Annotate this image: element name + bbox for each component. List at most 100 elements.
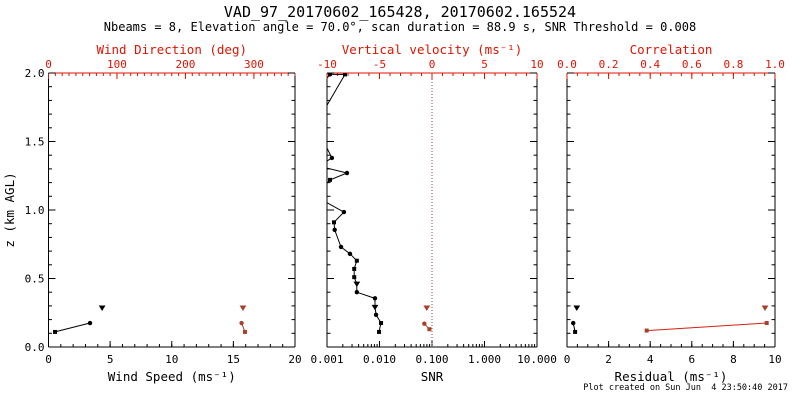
top-tick-label: 0.6	[682, 58, 702, 71]
x-tick-label: 5	[107, 353, 114, 366]
series-line	[327, 73, 382, 333]
y-tick-label: 1.5	[25, 136, 45, 149]
series-correlation-gate3	[761, 305, 769, 311]
series-residual-gate3	[573, 305, 581, 311]
y-axis-title: z (km AGL)	[2, 172, 17, 247]
top-tick-label: 100	[107, 58, 127, 71]
x-tick-label: 20	[288, 353, 301, 366]
series-residual-low	[571, 320, 578, 334]
series-vertical-velocity-low	[422, 321, 432, 332]
data-point	[239, 320, 244, 326]
x-tick-label: 10.000	[517, 353, 557, 366]
data-point	[332, 220, 337, 225]
top-axis-title: Vertical velocity (ms⁻¹)	[342, 42, 523, 57]
data-point	[354, 258, 359, 263]
x-tick-label: 0.010	[363, 353, 396, 366]
data-point	[371, 304, 379, 311]
top-tick-label: 0.8	[723, 58, 743, 71]
top-axis-title: Correlation	[630, 42, 713, 57]
plot-subtitle: Nbeams = 8, Elevation angle = 70.0°, sca…	[103, 20, 697, 34]
data-point	[352, 266, 357, 271]
x-tick-label: 6	[688, 353, 695, 366]
data-point	[354, 290, 360, 295]
x-axis-title: SNR	[421, 369, 444, 384]
top-tick-label: 1.0	[765, 58, 785, 71]
x-tick-label: 0	[45, 353, 52, 366]
y-tick-label: 0.5	[25, 273, 45, 286]
data-point	[87, 320, 93, 326]
series-wind-speed-profile	[53, 320, 93, 334]
data-point	[373, 312, 379, 318]
data-point	[332, 227, 337, 233]
data-point	[342, 73, 347, 77]
data-point	[573, 329, 578, 334]
data-point	[422, 321, 427, 326]
x-tick-label: 0	[564, 353, 571, 366]
y-tick-label: 1.0	[25, 204, 45, 217]
top-tick-label: 0.0	[557, 58, 577, 71]
data-point	[761, 305, 769, 311]
x-tick-label: 10	[768, 353, 781, 366]
x-tick-label: 0.100	[415, 353, 448, 366]
data-point	[764, 321, 769, 326]
series-vertical-velocity-gate3	[423, 305, 431, 311]
data-point	[53, 329, 58, 334]
data-point	[352, 275, 357, 280]
series-wind-direction-profile	[239, 320, 248, 334]
x-axis-title: Residual (ms⁻¹)	[615, 369, 728, 384]
panel-snr: 0.001 0.010 0.100 1.000 10.000 SNR -10 -5 0 5 10 Ve…	[310, 42, 556, 384]
top-tick-label: 200	[176, 58, 196, 71]
top-tick-label: 0.2	[599, 58, 619, 71]
data-point	[327, 177, 332, 182]
series-wind-speed-gate3	[98, 305, 106, 311]
data-point	[239, 305, 247, 311]
data-point	[427, 327, 432, 332]
series-line	[646, 322, 767, 332]
data-point	[372, 296, 378, 301]
x-tick-label: 0.001	[310, 353, 343, 366]
data-point	[353, 281, 361, 287]
top-axis-title: Wind Direction (deg)	[96, 42, 247, 57]
x-tick-label: 8	[730, 353, 737, 366]
x-tick-label: 2	[605, 353, 612, 366]
series-line	[54, 322, 91, 333]
data-point	[341, 209, 347, 215]
x-tick-label: 4	[647, 353, 654, 366]
data-point	[644, 328, 649, 333]
x-tick-label: 10	[165, 353, 178, 366]
data-point	[377, 329, 382, 334]
y-tick-label: 2.0	[25, 67, 45, 80]
series-snr-profile	[327, 73, 384, 334]
data-point	[243, 329, 248, 334]
data-point	[327, 73, 333, 77]
data-point	[98, 305, 106, 311]
top-tick-label: 5	[481, 58, 488, 71]
data-point	[573, 305, 581, 311]
top-tick-label: 0.4	[640, 58, 660, 71]
x-tick-label: 1.000	[468, 353, 501, 366]
y-tick-label: 0.0	[25, 341, 45, 354]
panel-wind: 0 5 10 15 20 Wind Speed (ms⁻¹) 0 100 200 300Wind …	[2, 42, 302, 384]
top-tick-label: -5	[373, 58, 386, 71]
data-point	[344, 170, 350, 176]
top-tick-label: 0	[429, 58, 436, 71]
data-point	[338, 244, 344, 250]
data-point	[379, 321, 384, 326]
series-wind-direction-gate3	[239, 305, 247, 311]
top-tick-label: 0	[45, 58, 52, 71]
panel-residual: 0 2 4 6 8 10 Residual (ms⁻¹) 0.0 0.2 0.4 0.6 0.8 1.0…	[557, 42, 785, 384]
plot-created-timestamp: Plot created on Sun Jun 4 23:50:40 2017	[583, 383, 788, 393]
data-point	[329, 155, 335, 161]
series-correlation-profile	[644, 321, 769, 333]
x-axis-title: Wind Speed (ms⁻¹)	[108, 369, 236, 384]
data-point	[571, 320, 576, 326]
data-point	[347, 251, 353, 257]
top-tick-label: -10	[317, 58, 337, 71]
top-tick-label: 300	[244, 58, 264, 71]
x-tick-label: 15	[227, 353, 240, 366]
top-tick-label: 10	[530, 58, 543, 71]
plot-title: VAD_97_20170602_165428, 20170602.165524	[223, 3, 577, 21]
data-point	[423, 305, 431, 311]
